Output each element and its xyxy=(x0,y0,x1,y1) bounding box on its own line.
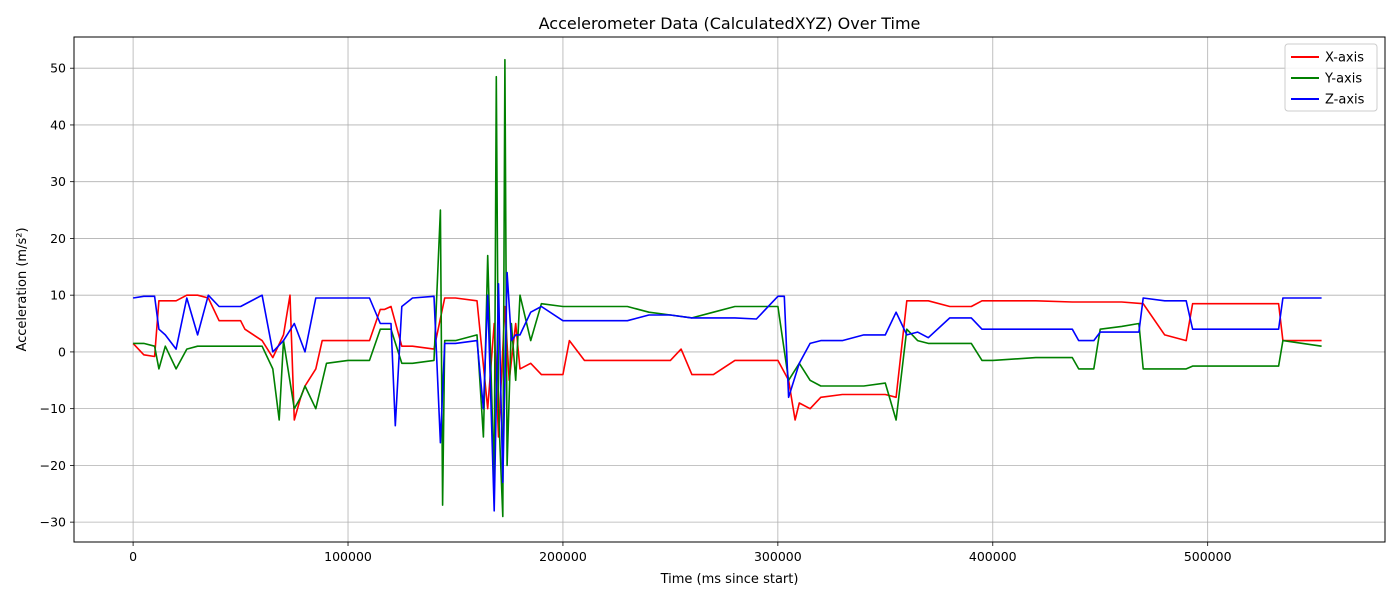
y-tick-label: 10 xyxy=(50,288,66,303)
series-line-x-axis xyxy=(132,294,1322,438)
y-tick-label: 0 xyxy=(58,344,66,359)
chart-title: Accelerometer Data (CalculatedXYZ) Over … xyxy=(539,14,921,33)
grid-lines xyxy=(74,37,1385,542)
series-lines xyxy=(132,58,1322,518)
y-tick-label: −20 xyxy=(40,458,66,473)
y-tick-label: 20 xyxy=(50,231,66,246)
legend-box xyxy=(1284,43,1378,112)
x-tick-label: 0 xyxy=(129,549,137,564)
y-tick-label: −30 xyxy=(40,515,66,530)
series-line-y-axis xyxy=(133,58,1322,518)
axis-ticks: 0 100000 200000 300000 400000 500000 −30 −20 −10… xyxy=(40,61,1232,564)
plot-frame xyxy=(73,36,1386,543)
x-tick-label: 500000 xyxy=(1184,549,1232,564)
x-tick-label: 100000 xyxy=(324,549,372,564)
series-line-z-axis xyxy=(132,271,1322,512)
x-tick-label: 400000 xyxy=(969,549,1017,564)
y-axis-label: Acceleration (m/s²) xyxy=(15,227,30,351)
legend-label-y-axis: Y-axis xyxy=(1324,72,1362,87)
x-tick-label: 200000 xyxy=(539,549,587,564)
x-axis-label: Time (ms since start) xyxy=(660,572,799,587)
y-tick-label: −10 xyxy=(40,401,66,416)
y-tick-label: 30 xyxy=(50,174,66,189)
y-tick-label: 50 xyxy=(50,61,66,76)
y-tick-label: 40 xyxy=(50,117,66,132)
legend-label-z-axis: Z-axis xyxy=(1325,93,1365,108)
legend: X-axis Y-axis Z-axis xyxy=(1284,43,1378,112)
legend-label-x-axis: X-axis xyxy=(1325,51,1364,66)
x-tick-label: 300000 xyxy=(754,549,802,564)
